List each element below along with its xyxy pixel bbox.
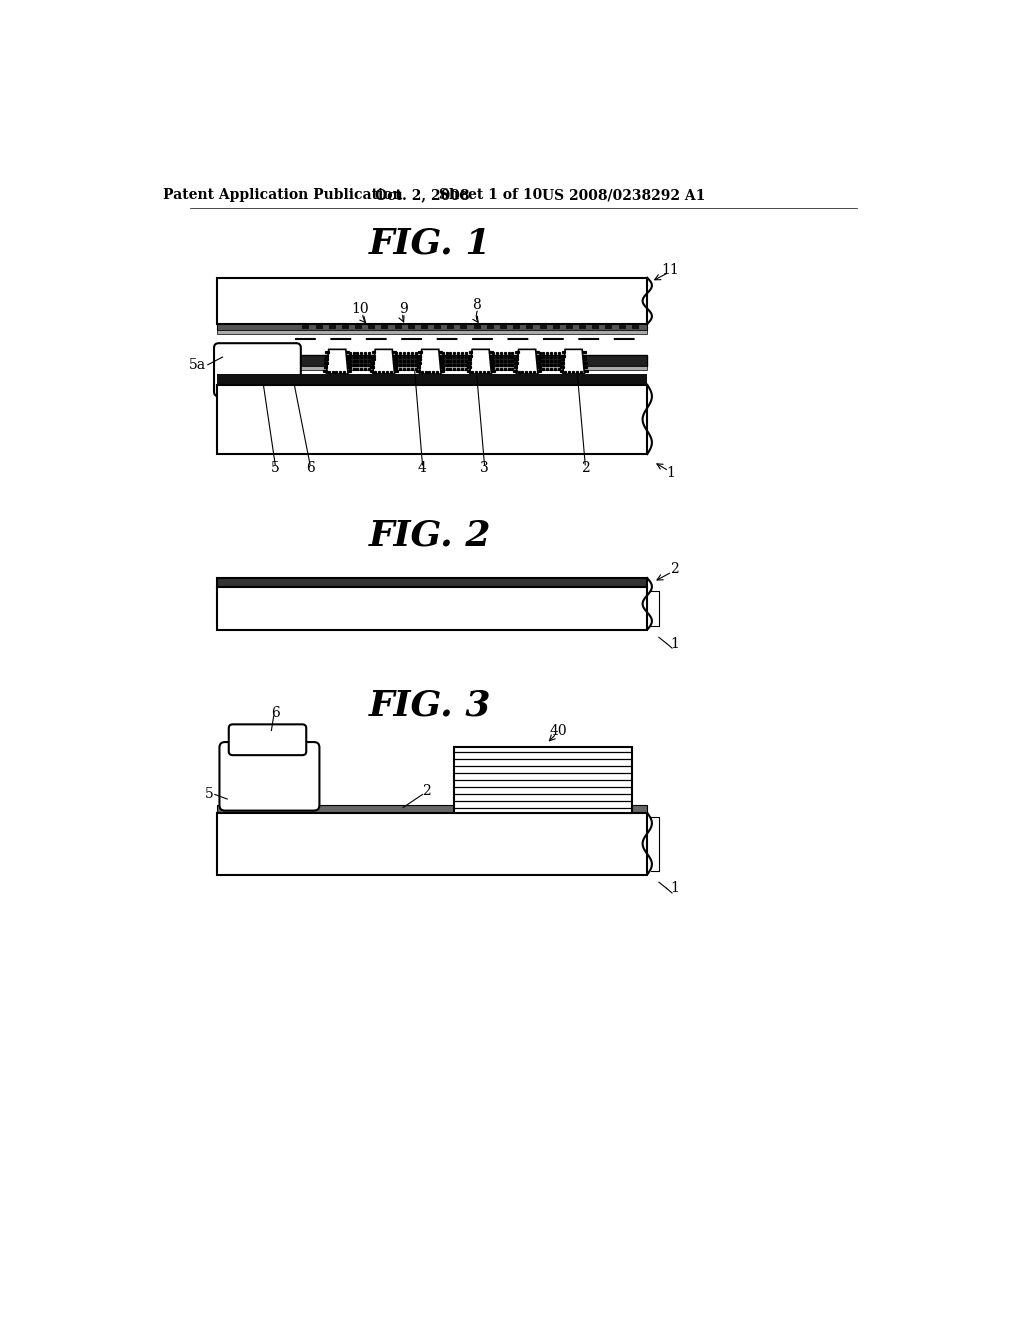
Bar (579, 325, 586, 330)
Text: 5: 5 (205, 787, 213, 801)
Bar (217, 805, 647, 813)
Text: US 2008/0238292 A1: US 2008/0238292 A1 (543, 189, 706, 202)
Text: FIG. 2: FIG. 2 (369, 519, 492, 553)
Bar (500, 325, 507, 330)
Bar (342, 325, 349, 330)
Text: 10: 10 (351, 301, 370, 315)
Text: Oct. 2, 2008: Oct. 2, 2008 (375, 189, 470, 202)
Text: 6: 6 (271, 706, 280, 719)
Text: 1: 1 (666, 466, 675, 480)
Bar (302, 325, 309, 330)
Bar (381, 325, 388, 330)
Text: 40: 40 (549, 723, 567, 738)
Polygon shape (516, 350, 538, 374)
Text: Patent Application Publication: Patent Application Publication (163, 189, 402, 202)
Text: 11: 11 (662, 263, 679, 277)
Bar (394, 325, 401, 330)
Bar (217, 385, 647, 454)
Bar (329, 325, 336, 330)
Bar (540, 325, 547, 330)
Text: Sheet 1 of 10: Sheet 1 of 10 (439, 189, 543, 202)
Text: 1: 1 (670, 636, 679, 651)
Text: 3: 3 (480, 461, 488, 475)
Bar (217, 578, 647, 587)
Bar (513, 325, 520, 330)
Bar (217, 813, 647, 874)
Text: 6: 6 (306, 461, 314, 475)
Text: 2: 2 (581, 461, 590, 475)
Bar (222, 392, 276, 397)
Polygon shape (470, 350, 492, 374)
Bar (632, 325, 639, 330)
Bar (217, 587, 647, 630)
Bar (592, 325, 599, 330)
Bar (553, 325, 560, 330)
Polygon shape (327, 350, 348, 374)
Bar (315, 325, 323, 330)
Text: 8: 8 (472, 298, 481, 312)
Text: FIG. 1: FIG. 1 (369, 226, 492, 260)
Bar (454, 747, 632, 813)
Polygon shape (420, 350, 441, 374)
Bar (408, 325, 415, 330)
FancyBboxPatch shape (214, 343, 301, 396)
Text: 5: 5 (271, 461, 280, 475)
Bar (217, 374, 647, 385)
FancyBboxPatch shape (228, 725, 306, 755)
Bar (566, 325, 572, 330)
Bar (217, 277, 647, 323)
Bar (421, 325, 428, 330)
Bar (486, 325, 494, 330)
FancyBboxPatch shape (219, 742, 319, 810)
Polygon shape (563, 350, 585, 374)
Bar (605, 325, 612, 330)
Bar (217, 330, 647, 334)
Text: 4: 4 (418, 461, 427, 475)
Text: FIG. 3: FIG. 3 (369, 688, 492, 722)
Bar (217, 355, 647, 366)
Text: 1: 1 (670, 882, 679, 895)
Bar (217, 323, 647, 330)
Bar (474, 325, 480, 330)
Bar (461, 325, 467, 330)
Bar (369, 325, 375, 330)
Bar (434, 325, 441, 330)
Text: 2: 2 (670, 562, 679, 576)
Bar (447, 325, 455, 330)
Bar (217, 366, 647, 370)
Polygon shape (373, 350, 394, 374)
Bar (355, 325, 362, 330)
Text: 5a: 5a (188, 358, 206, 372)
Bar (618, 325, 626, 330)
Text: 9: 9 (398, 301, 408, 315)
Bar (526, 325, 534, 330)
Text: 2: 2 (422, 784, 431, 799)
